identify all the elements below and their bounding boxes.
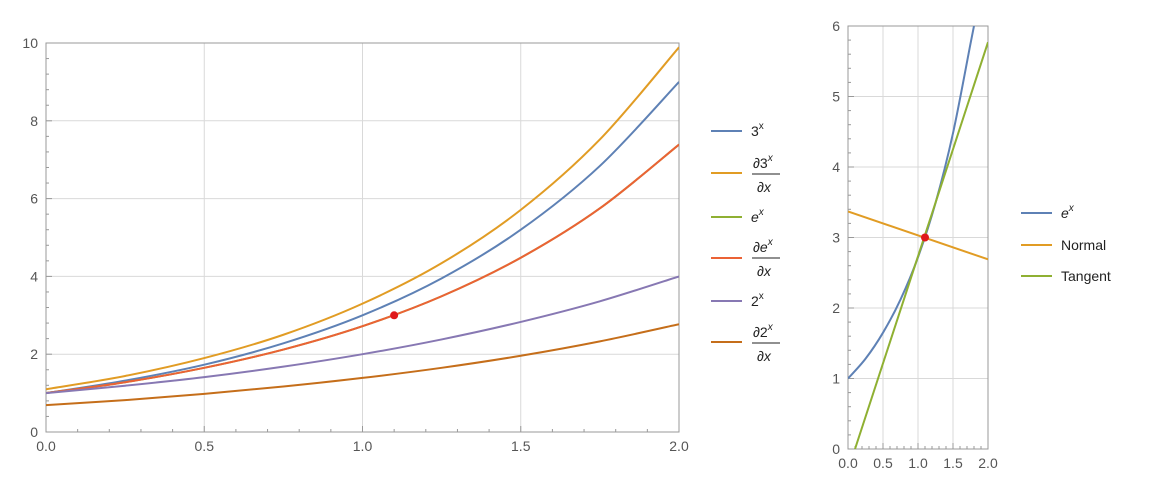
y-tick-label: 8 (30, 113, 38, 129)
left-chart-legend: 3x ∂3x ∂x ex ∂ex ∂x 2x ∂2x ∂x (711, 121, 780, 364)
x-tick-label: 0.5 (195, 438, 215, 454)
legend-label-d2x-num: ∂2x (753, 322, 774, 340)
x-tick-label: 2.0 (669, 438, 689, 454)
highlight-point (390, 311, 399, 320)
y-tick-label: 0 (30, 424, 38, 440)
legend-label-d2x-den: ∂x (757, 348, 772, 364)
y-tick-label: 10 (22, 35, 38, 51)
y-tick-label: 0 (832, 441, 840, 457)
series-line-1-0 (848, 26, 975, 380)
x-tick-label: 0.0 (838, 455, 858, 471)
y-tick-label: 2 (30, 346, 38, 362)
legend-label-d3x-num: ∂3x (753, 153, 774, 171)
y-tick-label: 6 (832, 18, 840, 34)
right-chart-series (848, 26, 988, 449)
series-line-0-5 (46, 323, 679, 407)
y-tick-label: 4 (832, 159, 840, 175)
y-tick-label: 4 (30, 268, 38, 284)
x-tick-label: 1.5 (943, 455, 963, 471)
x-tick-label: 0.0 (36, 438, 56, 454)
legend-label-2x: 2x (751, 291, 764, 309)
series-line-0-3 (46, 143, 679, 395)
left-chart-points (390, 311, 399, 320)
y-tick-label: 5 (832, 89, 840, 105)
series-line-0-1 (46, 46, 679, 391)
right-chart-legend: ex Normal Tangent (1021, 203, 1111, 284)
legend-label-normal: Normal (1061, 237, 1106, 253)
y-tick-label: 2 (832, 300, 840, 316)
legend-label-tangent: Tangent (1061, 268, 1111, 284)
series-line-0-4 (46, 275, 679, 395)
x-tick-label: 1.0 (353, 438, 373, 454)
legend-label-dex-den: ∂x (757, 263, 772, 279)
legend-label-ex: ex (751, 207, 765, 225)
x-tick-label: 0.5 (873, 455, 893, 471)
legend-label-dex-num: ∂ex (753, 237, 774, 255)
legend-label-d3x-den: ∂x (757, 179, 772, 195)
left-chart: 0.0 0.5 1.0 1.5 2.0 0 2 4 6 8 10 (22, 35, 689, 454)
series-line-0-0 (46, 81, 679, 395)
left-chart-ticks: 0.0 0.5 1.0 1.5 2.0 0 2 4 6 8 10 (22, 35, 689, 454)
highlight-point (921, 233, 929, 242)
right-chart-ticks: 0.0 0.5 1.0 1.5 2.0 0 1 2 3 4 5 6 (832, 18, 998, 471)
x-tick-label: 2.0 (978, 455, 998, 471)
series-line-1-2 (854, 41, 988, 449)
y-tick-label: 1 (832, 371, 840, 387)
right-chart-grid (847, 25, 989, 450)
legend-label-ex-right: ex (1061, 203, 1075, 221)
x-tick-label: 1.0 (908, 455, 928, 471)
legend-label-3x: 3x (751, 121, 764, 139)
right-chart-points (921, 233, 929, 242)
right-chart: 0.0 0.5 1.0 1.5 2.0 0 1 2 3 4 5 6 (832, 18, 998, 471)
series-line-1-1 (848, 210, 988, 261)
x-tick-label: 1.5 (511, 438, 531, 454)
y-tick-label: 6 (30, 191, 38, 207)
y-tick-label: 3 (832, 230, 840, 246)
left-chart-series (46, 46, 679, 407)
